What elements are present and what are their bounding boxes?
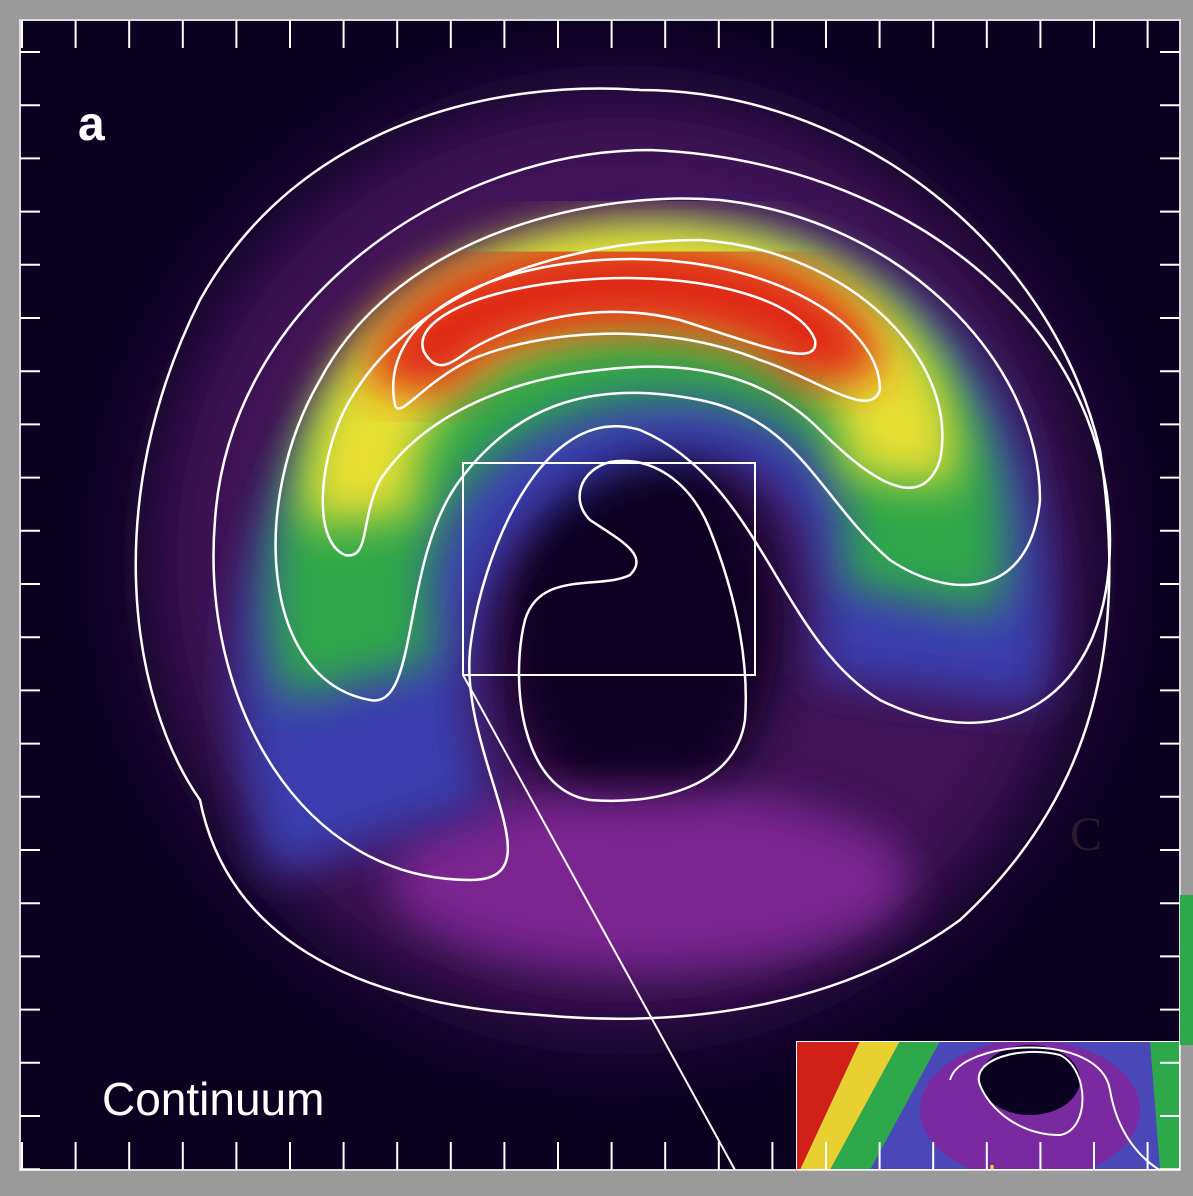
page: a Continuum C (() => { const data = JSON… <box>0 0 1193 1196</box>
side-strip <box>1180 895 1193 1045</box>
panel-label: a <box>78 98 105 151</box>
caption: Continuum <box>102 1073 324 1125</box>
inset <box>796 1040 1180 1180</box>
figure: a Continuum C <box>0 0 1193 1196</box>
side-label: C <box>1070 808 1102 861</box>
